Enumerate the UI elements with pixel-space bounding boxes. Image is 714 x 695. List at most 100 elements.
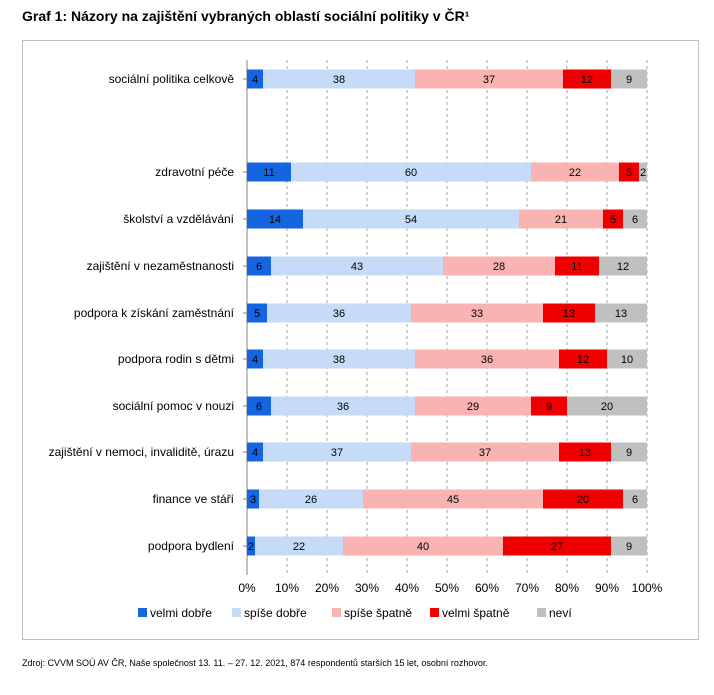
data-label: 4 — [252, 447, 258, 459]
x-tick-label: 10% — [275, 581, 299, 595]
category-label: zajištění v nezaměstnanosti — [87, 259, 234, 273]
data-label: 27 — [551, 541, 563, 553]
bar-segment — [247, 489, 259, 509]
bar-segment — [559, 349, 607, 369]
bar-segment — [563, 69, 611, 89]
bar-segment — [247, 396, 271, 416]
data-label: 12 — [581, 74, 593, 86]
legend-label: velmi špatně — [442, 606, 510, 620]
category-label: zdravotní péče — [155, 165, 234, 179]
bar-segment — [607, 349, 647, 369]
data-label: 22 — [569, 167, 581, 179]
category-label: zajištění v nemoci, invaliditě, úrazu — [49, 445, 234, 459]
bar-segment — [595, 303, 647, 323]
bar-segment — [411, 303, 543, 323]
data-label: 5 — [610, 214, 616, 226]
bar-segment — [611, 69, 647, 89]
chart-frame — [22, 40, 699, 640]
legend-label: spíše špatně — [344, 606, 412, 620]
data-label: 11 — [571, 261, 582, 273]
data-label: 60 — [405, 167, 417, 179]
bar-segment — [271, 396, 415, 416]
data-label: 3 — [250, 494, 256, 506]
data-label: 43 — [351, 261, 363, 273]
x-tick-label: 90% — [595, 581, 619, 595]
data-label: 9 — [626, 541, 632, 553]
data-label: 36 — [337, 401, 349, 413]
bar-segment — [259, 489, 363, 509]
bar-segment — [267, 303, 411, 323]
category-label: školství a vzdělávání — [123, 212, 234, 226]
bar-segment — [543, 303, 595, 323]
bar-segment — [503, 536, 611, 556]
category-label: finance ve stáří — [153, 492, 235, 506]
data-label: 54 — [405, 214, 417, 226]
bar-segment — [531, 396, 567, 416]
data-label: 13 — [579, 447, 591, 459]
data-label: 36 — [333, 308, 345, 320]
legend-swatch — [138, 608, 147, 617]
category-label: podpora k získání zaměstnání — [74, 306, 235, 320]
bar-segment — [619, 162, 639, 182]
bar-segment — [303, 209, 519, 229]
x-tick-label: 100% — [632, 581, 663, 595]
bar-segment — [415, 69, 563, 89]
legend-swatch — [537, 608, 546, 617]
bar-segment — [543, 489, 623, 509]
data-label: 40 — [417, 541, 429, 553]
data-label: 2 — [248, 541, 254, 553]
data-label: 12 — [577, 354, 589, 366]
chart-title: Graf 1: Názory na zajištění vybraných ob… — [22, 8, 470, 24]
bar-segment — [415, 396, 531, 416]
data-label: 12 — [617, 261, 629, 273]
data-label: 13 — [563, 308, 575, 320]
bar-segment — [603, 209, 623, 229]
bar-segment — [411, 442, 559, 462]
bar-segment — [611, 442, 647, 462]
data-label: 37 — [331, 447, 343, 459]
bar-segment — [247, 349, 263, 369]
data-label: 5 — [626, 167, 632, 179]
bar-segment — [623, 209, 647, 229]
bar-segment — [247, 303, 267, 323]
data-label: 21 — [555, 214, 567, 226]
bar-segment — [263, 442, 411, 462]
data-label: 20 — [601, 401, 613, 413]
category-label: sociální politika celkově — [109, 72, 235, 86]
data-label: 38 — [333, 74, 345, 86]
data-label: 28 — [493, 261, 505, 273]
data-label: 45 — [447, 494, 459, 506]
data-label: 22 — [293, 541, 305, 553]
bar-segment — [247, 256, 271, 276]
x-tick-label: 80% — [555, 581, 579, 595]
bar-segment — [363, 489, 543, 509]
bar-segment — [599, 256, 647, 276]
data-label: 10 — [621, 354, 633, 366]
legend-swatch — [430, 608, 439, 617]
data-label: 29 — [467, 401, 479, 413]
bar-segment — [247, 442, 263, 462]
data-label: 5 — [254, 308, 260, 320]
bar-segment — [247, 209, 303, 229]
x-tick-label: 70% — [515, 581, 539, 595]
data-label: 6 — [632, 494, 638, 506]
x-tick-label: 60% — [475, 581, 499, 595]
bar-segment — [415, 349, 559, 369]
legend-label: velmi dobře — [150, 606, 212, 620]
x-tick-label: 20% — [315, 581, 339, 595]
legend-swatch — [332, 608, 341, 617]
x-tick-label: 0% — [238, 581, 256, 595]
bar-segment — [443, 256, 555, 276]
bar-segment — [263, 69, 415, 89]
data-label: 33 — [471, 308, 483, 320]
bar-segment — [343, 536, 503, 556]
bar-segment — [639, 162, 647, 182]
data-label: 4 — [252, 354, 258, 366]
data-label: 20 — [577, 494, 589, 506]
bar-segment — [567, 396, 647, 416]
legend-label: spíše dobře — [244, 606, 307, 620]
data-label: 37 — [479, 447, 491, 459]
legend-label: neví — [549, 606, 572, 620]
bar-segment — [263, 349, 415, 369]
data-label: 4 — [252, 74, 258, 86]
